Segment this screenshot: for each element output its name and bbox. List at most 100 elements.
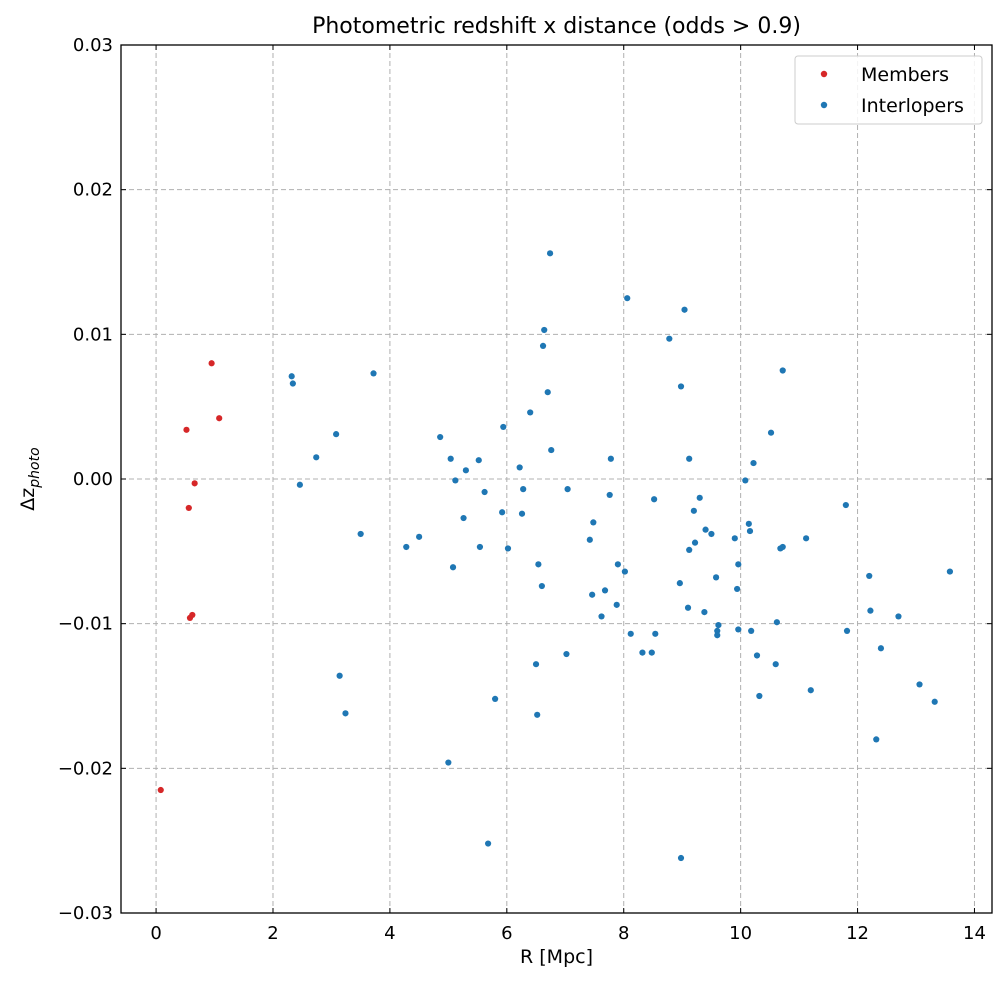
data-point-interlopers: [541, 326, 548, 334]
data-point-interlopers: [590, 519, 597, 526]
x-tick-label: 14: [963, 923, 986, 944]
x-tick-label: 10: [729, 923, 752, 944]
data-point-interlopers: [288, 373, 295, 380]
legend-label-interlopers: Interlopers: [861, 95, 964, 117]
data-point-interlopers: [535, 561, 542, 568]
data-point-interlopers: [485, 840, 492, 847]
data-point-interlopers: [931, 698, 938, 705]
data-point-interlopers: [666, 335, 673, 342]
data-point-members: [216, 415, 223, 422]
legend: Members Interlopers: [794, 55, 983, 125]
data-point-interlopers: [296, 481, 303, 488]
x-tick-label: 6: [501, 923, 512, 944]
data-point-interlopers: [289, 380, 296, 387]
data-point-interlopers: [476, 543, 484, 551]
data-point-interlopers: [589, 591, 596, 598]
data-point-interlopers: [690, 507, 697, 514]
data-point-members: [189, 611, 196, 619]
data-point-interlopers: [676, 580, 683, 587]
data-point-interlopers: [534, 711, 541, 718]
data-point-interlopers: [546, 250, 554, 257]
data-point-interlopers: [475, 457, 482, 464]
data-point-interlopers: [648, 649, 655, 656]
legend-marker-interlopers: [820, 101, 828, 109]
data-point-interlopers: [449, 564, 457, 571]
data-point-interlopers: [686, 546, 693, 553]
data-point-interlopers: [873, 736, 880, 743]
data-point-interlopers: [621, 568, 628, 575]
data-point-interlopers: [357, 530, 364, 538]
data-point-interlopers: [613, 601, 620, 608]
data-point-interlopers: [803, 535, 810, 542]
data-point-members: [208, 360, 215, 367]
legend-marker-members: [820, 70, 828, 78]
data-point-interlopers: [500, 423, 507, 431]
data-point-interlopers: [538, 582, 545, 590]
data-point-interlopers: [712, 574, 720, 581]
data-point-interlopers: [677, 854, 685, 862]
y-tick-label: 0.02: [73, 180, 113, 201]
data-point-interlopers: [691, 539, 699, 546]
data-point-interlopers: [516, 464, 523, 471]
data-point-interlopers: [714, 627, 721, 635]
data-point-interlopers: [445, 759, 452, 766]
data-point-interlopers: [624, 295, 631, 302]
data-point-interlopers: [843, 627, 851, 635]
data-point-members: [185, 504, 192, 512]
data-point-members: [191, 480, 198, 487]
chart-title: Photometric redshift x distance (odds > …: [312, 14, 801, 39]
data-point-interlopers: [750, 459, 757, 467]
data-point-interlopers: [701, 608, 708, 616]
x-tick-label: 0: [150, 923, 161, 944]
data-point-members: [157, 786, 164, 794]
data-point-interlopers: [460, 514, 467, 522]
data-point-interlopers: [773, 619, 780, 626]
data-point-interlopers: [731, 535, 738, 542]
data-point-interlopers: [518, 510, 526, 517]
data-point-interlopers: [877, 645, 885, 652]
y-tick-label: −0.02: [58, 758, 113, 779]
data-point-interlopers: [499, 509, 506, 516]
data-point-interlopers: [447, 455, 454, 462]
data-point-interlopers: [333, 431, 340, 438]
data-point-interlopers: [895, 613, 902, 620]
data-point-interlopers: [756, 692, 763, 700]
y-axis-title-subscript: photo: [27, 447, 43, 488]
y-tick-label: 0.03: [73, 35, 113, 56]
legend-label-members: Members: [861, 64, 949, 86]
data-point-interlopers: [520, 486, 527, 493]
data-point-interlopers: [336, 672, 343, 679]
x-axis-title: R [Mpc]: [520, 946, 593, 968]
y-tick-label: 0.01: [73, 324, 113, 345]
x-tick-label: 8: [618, 923, 629, 944]
data-point-interlopers: [702, 526, 709, 533]
data-point-interlopers: [735, 561, 742, 568]
data-point-interlopers: [677, 383, 685, 390]
data-point-interlopers: [686, 455, 693, 462]
data-point-interlopers: [651, 496, 658, 503]
data-point-interlopers: [639, 649, 646, 656]
legend-box: [794, 55, 983, 125]
x-tick-label: 2: [267, 923, 278, 944]
y-axis-title: Δzphoto: [17, 447, 43, 510]
data-point-interlopers: [607, 455, 614, 462]
data-point-interlopers: [745, 520, 752, 527]
data-point-interlopers: [746, 527, 754, 535]
data-point-interlopers: [527, 409, 534, 416]
data-point-interlopers: [735, 626, 742, 633]
data-point-interlopers: [714, 632, 721, 639]
y-tick-label: −0.03: [58, 903, 113, 924]
data-point-interlopers: [532, 661, 540, 668]
data-point-interlopers: [342, 710, 349, 717]
data-point-interlopers: [370, 370, 377, 377]
data-point-interlopers: [767, 429, 775, 436]
data-point-interlopers: [734, 585, 741, 593]
data-point-interlopers: [627, 630, 634, 637]
data-point-interlopers: [708, 530, 715, 538]
data-point-interlopers: [403, 543, 410, 551]
data-point-interlopers: [946, 568, 954, 575]
data-point-interlopers: [598, 613, 605, 620]
data-point-interlopers: [437, 433, 444, 441]
data-point-interlopers: [696, 494, 703, 501]
